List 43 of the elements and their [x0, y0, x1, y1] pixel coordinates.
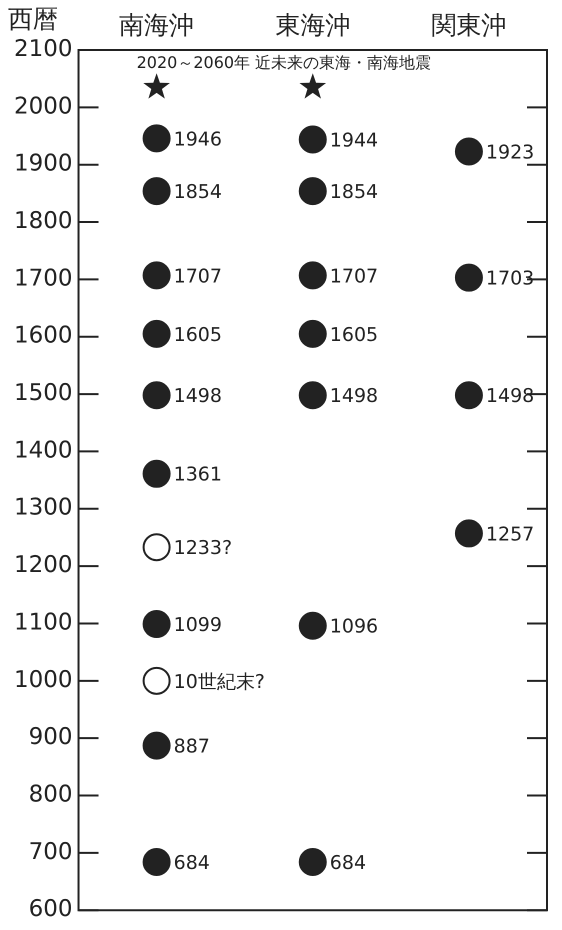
y-tick-label: 900	[28, 724, 73, 750]
data-label: 1498	[330, 385, 378, 408]
data-label: 684	[330, 852, 366, 874]
data-label: 1361	[174, 464, 222, 486]
y-tick-label: 1900	[14, 150, 73, 177]
data-label: 1257	[486, 523, 534, 546]
data-label: 1923	[486, 141, 534, 164]
data-label: 1605	[174, 324, 222, 346]
data-label: 1498	[486, 385, 534, 408]
y-tick-label: 1200	[14, 552, 73, 578]
x-tick-label: 関東沖	[431, 10, 506, 40]
y-axis-title: 西暦	[8, 4, 58, 34]
y-tick-label: 1100	[14, 609, 73, 636]
data-label: 1703	[486, 268, 534, 290]
data-label: 1707	[330, 265, 378, 288]
annotation: 10世紀末?	[174, 670, 265, 693]
data-label: 1854	[330, 181, 378, 204]
data-label: 1854	[174, 181, 222, 204]
y-tick-label: 2000	[14, 93, 73, 120]
y-tick-label: 600	[28, 896, 73, 922]
data-label: 887	[174, 736, 210, 758]
data-label: 1946	[174, 128, 222, 150]
y-tick-label: 700	[28, 838, 73, 865]
data-label: 1096	[330, 616, 378, 638]
y-tick-label: 800	[28, 781, 73, 808]
y-tick-label: 1700	[14, 265, 73, 292]
x-tick-label: 南海沖	[119, 10, 194, 40]
data-label: 1944	[330, 129, 378, 152]
y-tick-label: 1300	[14, 494, 73, 521]
data-label: 1605	[330, 324, 378, 346]
data-label: 1707	[174, 265, 222, 288]
annotation: 2020～2060年 近未来の東海・南海地震	[136, 53, 432, 72]
y-tick-label: 2100	[14, 36, 73, 62]
data-label: 1233?	[174, 537, 232, 560]
y-tick-label: 1800	[14, 208, 73, 234]
data-label: 1099	[174, 614, 222, 636]
data-label: 684	[174, 852, 210, 874]
y-tick-label: 1600	[14, 322, 73, 349]
y-tick-label: 1400	[14, 437, 73, 464]
y-tick-label: 1000	[14, 666, 73, 693]
x-tick-label: 東海沖	[275, 10, 350, 40]
data-label: 1498	[174, 385, 222, 408]
y-tick-label: 1500	[14, 380, 73, 406]
